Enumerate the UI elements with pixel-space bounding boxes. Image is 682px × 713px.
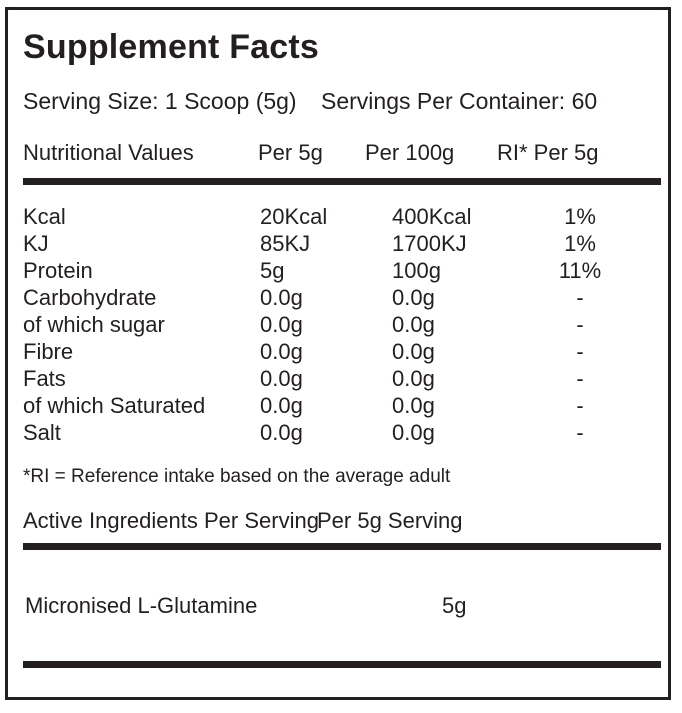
ri-value: 1% (564, 231, 596, 256)
reference-intake-footnote: *RI = Reference intake based on the aver… (23, 466, 451, 487)
nutrient-name: Protein (23, 258, 93, 283)
nutrition-row: of which Saturated 0.0g 0.0g - (8, 393, 668, 420)
divider-rule-top (23, 178, 661, 185)
per-100g-value: 100g (392, 258, 441, 283)
nutrition-row: Protein 5g 100g 11% (8, 258, 668, 285)
header-nutritional-values: Nutritional Values (23, 140, 194, 165)
ri-value: - (576, 312, 584, 337)
ingredient-amount: 5g (442, 593, 467, 618)
supplement-facts-panel: Supplement Facts Serving Size: 1 Scoop (… (5, 7, 671, 700)
header-per-100g: Per 100g (365, 140, 455, 165)
per-5g-value: 0.0g (260, 420, 303, 445)
ri-value: - (576, 393, 584, 418)
nutrient-name: KJ (23, 231, 49, 256)
per-100g-value: 1700KJ (392, 231, 467, 256)
nutrient-name: Carbohydrate (23, 285, 157, 310)
active-ingredients-label: Active Ingredients Per Serving (23, 508, 319, 533)
ri-value: - (576, 285, 584, 310)
per-5g-value: 0.0g (260, 393, 303, 418)
per-5g-value: 0.0g (260, 285, 303, 310)
per-5g-value: 0.0g (260, 312, 303, 337)
active-ingredients-header: Active Ingredients Per Serving Per 5g Se… (8, 508, 668, 536)
nutrition-row: Kcal 20Kcal 400Kcal 1% (8, 204, 668, 231)
panel-title: Supplement Facts (23, 28, 320, 66)
per-100g-value: 0.0g (392, 339, 435, 364)
nutrition-row: Fats 0.0g 0.0g - (8, 366, 668, 393)
servings-per-container-value: 60 (571, 88, 598, 114)
ingredient-row: Micronised L-Glutamine 5g (8, 593, 668, 620)
per-5g-value: 0.0g (260, 339, 303, 364)
nutrient-name: Fibre (23, 339, 74, 364)
ri-value: 11% (558, 258, 602, 283)
ingredient-name: Micronised L-Glutamine (25, 593, 258, 618)
ri-value: - (576, 366, 584, 391)
ri-value: - (576, 420, 584, 445)
header-ri-per-5g: RI* Per 5g (497, 140, 599, 165)
servings-per-container-label: Servings Per Container: (321, 88, 566, 114)
nutrition-row: KJ 85KJ 1700KJ 1% (8, 231, 668, 258)
nutrition-row: Carbohydrate 0.0g 0.0g - (8, 285, 668, 312)
per-100g-value: 0.0g (392, 366, 435, 391)
per-100g-value: 0.0g (392, 420, 435, 445)
nutrition-row: Fibre 0.0g 0.0g - (8, 339, 668, 366)
ri-value: - (576, 339, 584, 364)
nutrient-name: Salt (23, 420, 61, 445)
per-100g-value: 0.0g (392, 312, 435, 337)
per-100g-value: 0.0g (392, 393, 435, 418)
serving-size-label: Serving Size: (23, 88, 159, 114)
nutrition-table-header: Nutritional Values Per 5g Per 100g RI* P… (8, 140, 668, 168)
per-5g-value: 0.0g (260, 366, 303, 391)
per-5g-value: 5g (260, 258, 285, 283)
per-5g-serving-label: Per 5g Serving (317, 508, 463, 533)
nutrient-name: Kcal (23, 204, 66, 229)
nutrition-table-body: Kcal 20Kcal 400Kcal 1% KJ 85KJ 1700KJ 1%… (8, 204, 668, 447)
serving-size-value: 1 Scoop (5g) (164, 88, 297, 114)
nutrient-name: of which Saturated (23, 393, 206, 418)
divider-rule-middle (23, 543, 661, 550)
per-100g-value: 0.0g (392, 285, 435, 310)
per-5g-value: 20Kcal (260, 204, 328, 229)
serving-info: Serving Size: 1 Scoop (5g) Servings Per … (23, 88, 597, 115)
header-per-5g: Per 5g (258, 140, 323, 165)
ri-value: 1% (564, 204, 596, 229)
divider-rule-bottom (23, 661, 661, 668)
nutrient-name: Fats (23, 366, 66, 391)
per-5g-value: 85KJ (260, 231, 311, 256)
active-ingredients-body: Micronised L-Glutamine 5g (8, 593, 668, 620)
nutrition-row: Salt 0.0g 0.0g - (8, 420, 668, 447)
per-100g-value: 400Kcal (392, 204, 472, 229)
nutrient-name: of which sugar (23, 312, 165, 337)
nutrition-row: of which sugar 0.0g 0.0g - (8, 312, 668, 339)
